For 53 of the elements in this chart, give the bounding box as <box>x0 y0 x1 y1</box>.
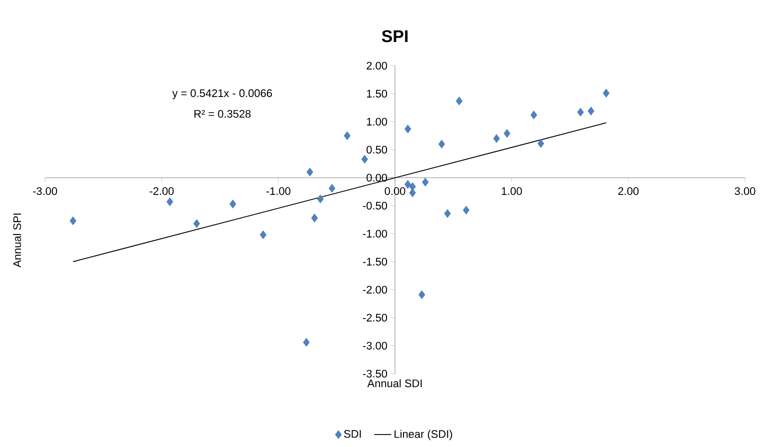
point <box>328 184 336 193</box>
y-tick-label: 1.00 <box>366 118 388 126</box>
point <box>166 197 174 206</box>
point <box>456 96 463 106</box>
x-tick-label: 3.00 <box>734 187 756 195</box>
y-tick-label: -0.50 <box>362 202 388 210</box>
legend-label: Linear (SDI) <box>394 430 452 440</box>
x-tick-label: -1.00 <box>266 187 290 195</box>
point <box>418 290 426 300</box>
x-tick-label: 1.00 <box>502 187 522 195</box>
x-tick-label: 2.00 <box>618 187 639 195</box>
y-tick-label: -3.00 <box>362 342 388 350</box>
y-axis-title: Annual SPI <box>12 214 22 268</box>
point <box>70 216 76 226</box>
point <box>537 139 544 148</box>
point <box>422 178 429 187</box>
point <box>504 129 510 138</box>
chart-title: SPI <box>382 30 408 42</box>
point <box>530 110 538 120</box>
point <box>577 108 584 117</box>
point <box>193 219 200 228</box>
y-tick-label: 0.00 <box>366 174 388 182</box>
point <box>588 106 594 116</box>
y-tick-label: 1.50 <box>366 90 388 98</box>
y-tick-label: -2.00 <box>362 286 388 294</box>
point <box>444 209 451 218</box>
point <box>311 214 318 222</box>
point <box>361 154 368 164</box>
y-tick-label: -2.50 <box>362 314 388 322</box>
point <box>229 200 236 208</box>
annotation: y = 0.5421x - 0.0066 <box>172 89 272 100</box>
point <box>306 168 314 176</box>
x-tick-label: -2.00 <box>150 187 174 195</box>
point <box>438 140 446 148</box>
y-tick-label: 0.50 <box>366 146 388 154</box>
x-axis-title: Annual SDI <box>367 379 422 388</box>
legend-label: SDI <box>344 430 361 438</box>
x-tick-label: 0.00 <box>384 187 406 195</box>
y-tick-label: -1.50 <box>362 258 388 266</box>
point <box>462 206 470 215</box>
x-tick-label: -3.00 <box>33 187 58 195</box>
point <box>493 134 500 143</box>
y-tick-label: 2.00 <box>366 62 388 70</box>
point <box>404 180 412 189</box>
y-tick-label: -3.50 <box>362 370 388 378</box>
point <box>404 124 412 134</box>
point <box>260 230 267 240</box>
point <box>602 88 610 98</box>
annotation: R² = 0.3528 <box>194 110 251 118</box>
point <box>302 338 310 347</box>
y-tick-label: -1.00 <box>362 230 388 238</box>
point <box>316 194 324 204</box>
point <box>344 131 351 140</box>
